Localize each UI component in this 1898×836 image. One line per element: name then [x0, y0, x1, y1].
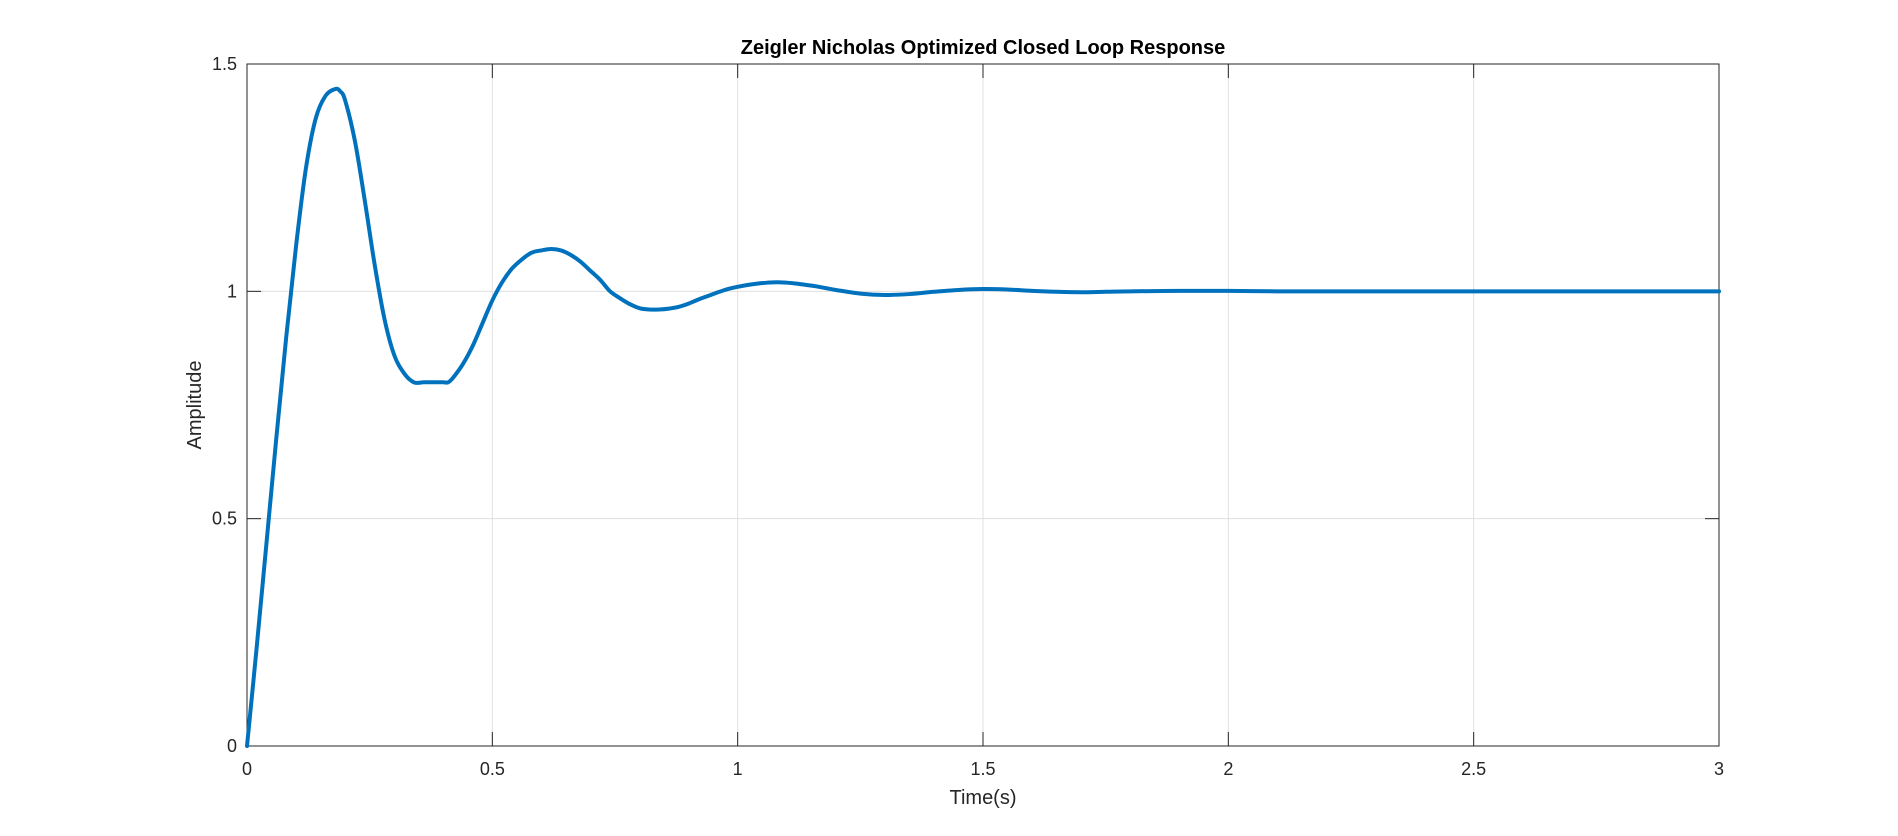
- y-tick-label: 1.5: [212, 54, 237, 74]
- x-tick-label: 2.5: [1461, 759, 1486, 779]
- x-axis-label: Time(s): [949, 787, 1016, 809]
- x-tick-label: 0: [242, 759, 252, 779]
- y-tick-label: 0.5: [212, 509, 237, 529]
- chart-title: Zeigler Nicholas Optimized Closed Loop R…: [741, 37, 1226, 59]
- plot-frame: [246, 63, 1720, 747]
- y-axis-label: Amplitude: [184, 361, 206, 450]
- y-tick-label: 1: [227, 281, 237, 301]
- x-tick-label: 0.5: [480, 759, 505, 779]
- x-tick-label: 2: [1223, 759, 1233, 779]
- y-tick-label: 0: [227, 736, 237, 756]
- tick-labels: 0 0.5 1 1.5 2 2.5 3 0 0.5 1 1.5: [212, 54, 1724, 779]
- x-tick-label: 1: [733, 759, 743, 779]
- series-line: [245, 86, 1721, 748]
- series-layer: [245, 86, 1721, 748]
- x-tick-label: 1.5: [970, 759, 995, 779]
- x-tick-label: 3: [1714, 759, 1724, 779]
